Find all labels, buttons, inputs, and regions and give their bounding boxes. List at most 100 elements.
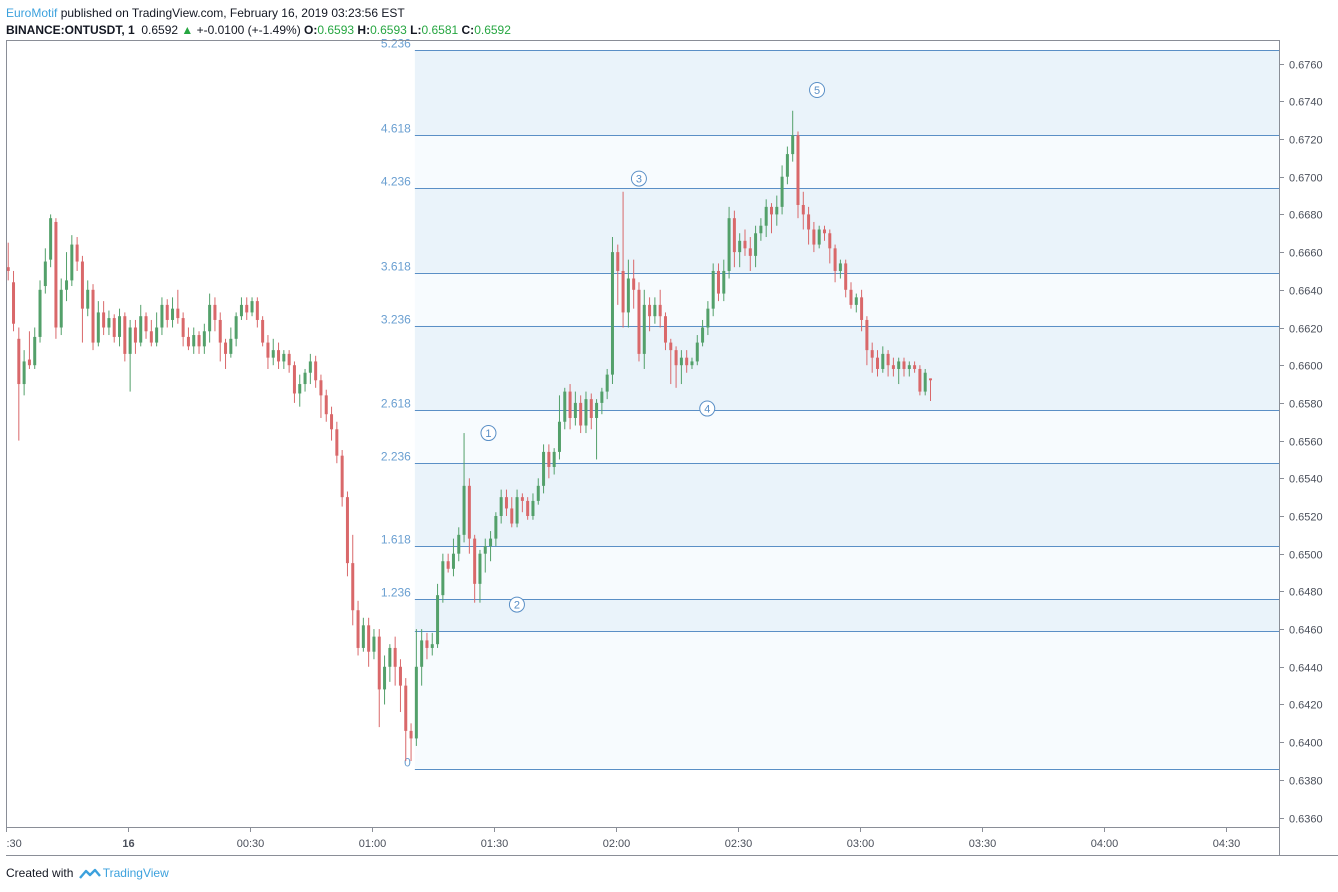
candle-body	[913, 365, 917, 369]
candle-body	[144, 316, 148, 332]
wave-label-1[interactable]: 1	[480, 425, 497, 442]
candle	[319, 374, 323, 418]
candle-body	[102, 312, 106, 328]
candle	[563, 387, 567, 430]
candle	[80, 255, 84, 343]
candle	[404, 678, 408, 762]
fib-level-label: 2.236	[381, 450, 411, 464]
tradingview-logo-icon	[78, 868, 101, 879]
candle	[186, 327, 190, 351]
wave-label-4[interactable]: 4	[699, 400, 716, 417]
candle	[160, 297, 164, 336]
candle-body	[844, 263, 848, 290]
time-axis[interactable]: :30 16 00:30 01:00 01:30 02:00 02:30 03:00 03:30…	[6, 827, 1241, 850]
price-tick-label: 0.6720	[1289, 135, 1323, 147]
candle-body	[769, 206, 773, 215]
price-tick-label: 0.6460	[1289, 625, 1323, 637]
price-axis[interactable]: 0.6760 0.6740 0.6720 0.6700 0.6680 0.6660 0.66…	[1279, 60, 1323, 826]
candle-body	[796, 135, 800, 205]
candle	[822, 225, 826, 241]
candle	[229, 327, 233, 358]
candle-body	[738, 240, 742, 253]
candle-body	[674, 350, 678, 366]
candle-body	[213, 304, 217, 320]
candle	[425, 632, 429, 660]
high-label: H:	[357, 23, 371, 37]
time-tick-label: 02:30	[725, 838, 753, 850]
candle	[732, 210, 736, 268]
candle-body	[764, 206, 768, 226]
low-value: 0.6581	[421, 23, 459, 37]
candle-body	[271, 350, 275, 358]
candle-body	[165, 304, 169, 320]
candle-body	[33, 336, 37, 366]
fib-band	[414, 135, 1279, 189]
candle	[27, 331, 31, 369]
candle	[462, 433, 466, 543]
candle	[796, 131, 800, 219]
up-arrow-icon: ▲	[181, 23, 194, 37]
candle-body	[245, 304, 249, 313]
candle-body	[38, 289, 42, 337]
fib-level-label: 3.236	[381, 313, 411, 327]
candle	[865, 316, 869, 366]
candle-body	[557, 421, 561, 452]
candle-body	[414, 666, 418, 739]
candle-body	[695, 342, 699, 362]
candle-body	[600, 391, 604, 403]
candle	[929, 378, 933, 402]
wave-label-2[interactable]: 2	[508, 596, 525, 613]
candle	[854, 293, 858, 313]
candle-body	[107, 318, 111, 328]
candle-body	[287, 353, 291, 366]
candle	[849, 282, 853, 309]
time-tick-label: 00:30	[237, 838, 265, 850]
candle-body	[17, 338, 21, 385]
candle-body	[292, 365, 296, 394]
candle	[483, 538, 487, 573]
candle	[764, 199, 768, 238]
candle	[133, 319, 137, 354]
candle	[621, 191, 625, 328]
candle-body	[202, 331, 206, 347]
candle	[335, 421, 339, 464]
candle	[224, 338, 228, 369]
candle	[542, 444, 546, 494]
candle	[457, 527, 461, 562]
candle-body	[610, 252, 614, 375]
candle	[817, 225, 821, 249]
candle	[467, 478, 471, 554]
candle-body	[870, 350, 874, 358]
candle	[632, 259, 636, 309]
candle	[473, 534, 477, 603]
fib-level-label: 1.618	[381, 533, 411, 547]
candle	[118, 308, 122, 347]
candle	[838, 259, 842, 279]
candle	[70, 235, 74, 287]
candle-body	[918, 368, 922, 392]
candle-body	[351, 563, 355, 611]
candle-body	[891, 365, 895, 369]
wave-circle	[480, 425, 497, 442]
candle	[383, 655, 387, 705]
candle	[398, 659, 402, 713]
candle-body	[785, 154, 789, 177]
candle	[388, 644, 392, 682]
wave-label-3[interactable]: 3	[630, 170, 647, 187]
candle-body	[314, 361, 318, 381]
candle	[748, 237, 752, 271]
tradingview-brand-link[interactable]: TradingView	[102, 866, 169, 880]
candle	[775, 195, 779, 226]
author-link[interactable]: EuroMotif	[6, 6, 58, 20]
candle-body	[621, 270, 625, 313]
price-tick-label: 0.6420	[1289, 700, 1323, 712]
candle	[266, 335, 270, 369]
close-value: 0.6592	[474, 23, 511, 37]
price-change: +-0.0100 (+-1.49%)	[196, 23, 301, 37]
fibonacci-extension[interactable]: 0 1.236 1.618 2.236 2.618 3.236 3.618 4.236 4.61…	[381, 37, 1279, 770]
candle	[504, 489, 508, 516]
elliott-wave-labels[interactable]: 1 2 3 4 5	[480, 82, 826, 613]
candle	[605, 368, 609, 400]
wave-label-5[interactable]: 5	[809, 82, 826, 99]
